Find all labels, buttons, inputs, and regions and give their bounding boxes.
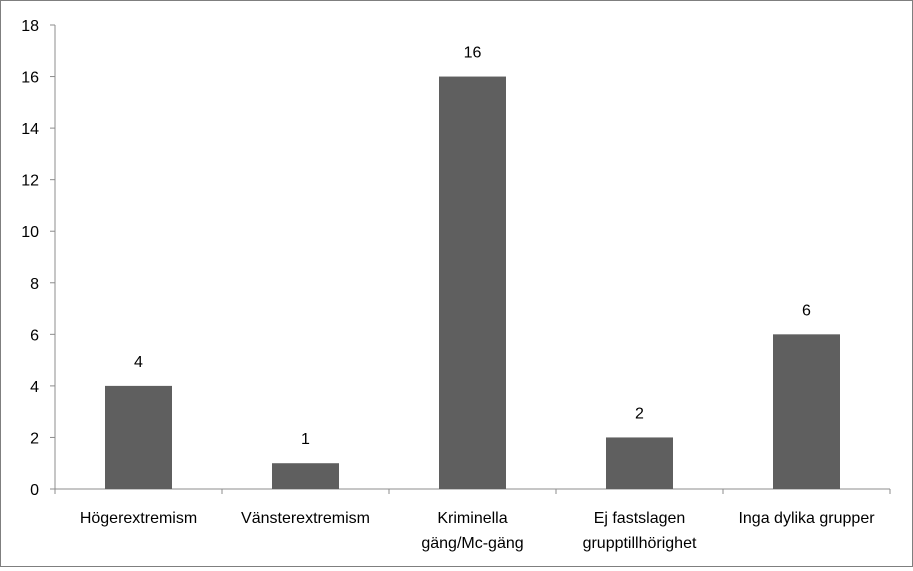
data-label: 4 xyxy=(134,354,143,371)
y-tick-label: 18 xyxy=(21,18,39,35)
data-label: 2 xyxy=(635,405,644,422)
data-label: 6 xyxy=(802,302,811,319)
y-tick-label: 16 xyxy=(21,70,39,87)
y-tick-label: 4 xyxy=(30,379,39,396)
x-category-label: Vänsterextremism xyxy=(241,510,370,527)
bar xyxy=(105,385,172,489)
y-tick-label: 2 xyxy=(30,430,39,447)
y-tick-label: 10 xyxy=(21,224,39,241)
bar xyxy=(272,463,339,489)
y-tick-label: 8 xyxy=(30,276,39,293)
x-category-label: Kriminella xyxy=(437,510,507,527)
x-category-label: grupptillhörighet xyxy=(583,535,697,552)
data-label: 16 xyxy=(464,45,482,62)
y-tick-label: 0 xyxy=(30,482,39,499)
bar xyxy=(439,76,506,490)
x-category-label: gäng/Mc-gäng xyxy=(421,535,523,552)
x-category-label: Inga dylika grupper xyxy=(738,510,875,527)
y-tick-label: 12 xyxy=(21,173,39,190)
y-tick-label: 14 xyxy=(21,121,39,138)
data-label: 1 xyxy=(301,431,310,448)
bar xyxy=(606,437,673,489)
y-tick-label: 6 xyxy=(30,327,39,344)
x-category-label: Ej fastslagen xyxy=(594,510,686,527)
x-category-label: Högerextremism xyxy=(80,510,197,527)
bar xyxy=(773,334,840,489)
